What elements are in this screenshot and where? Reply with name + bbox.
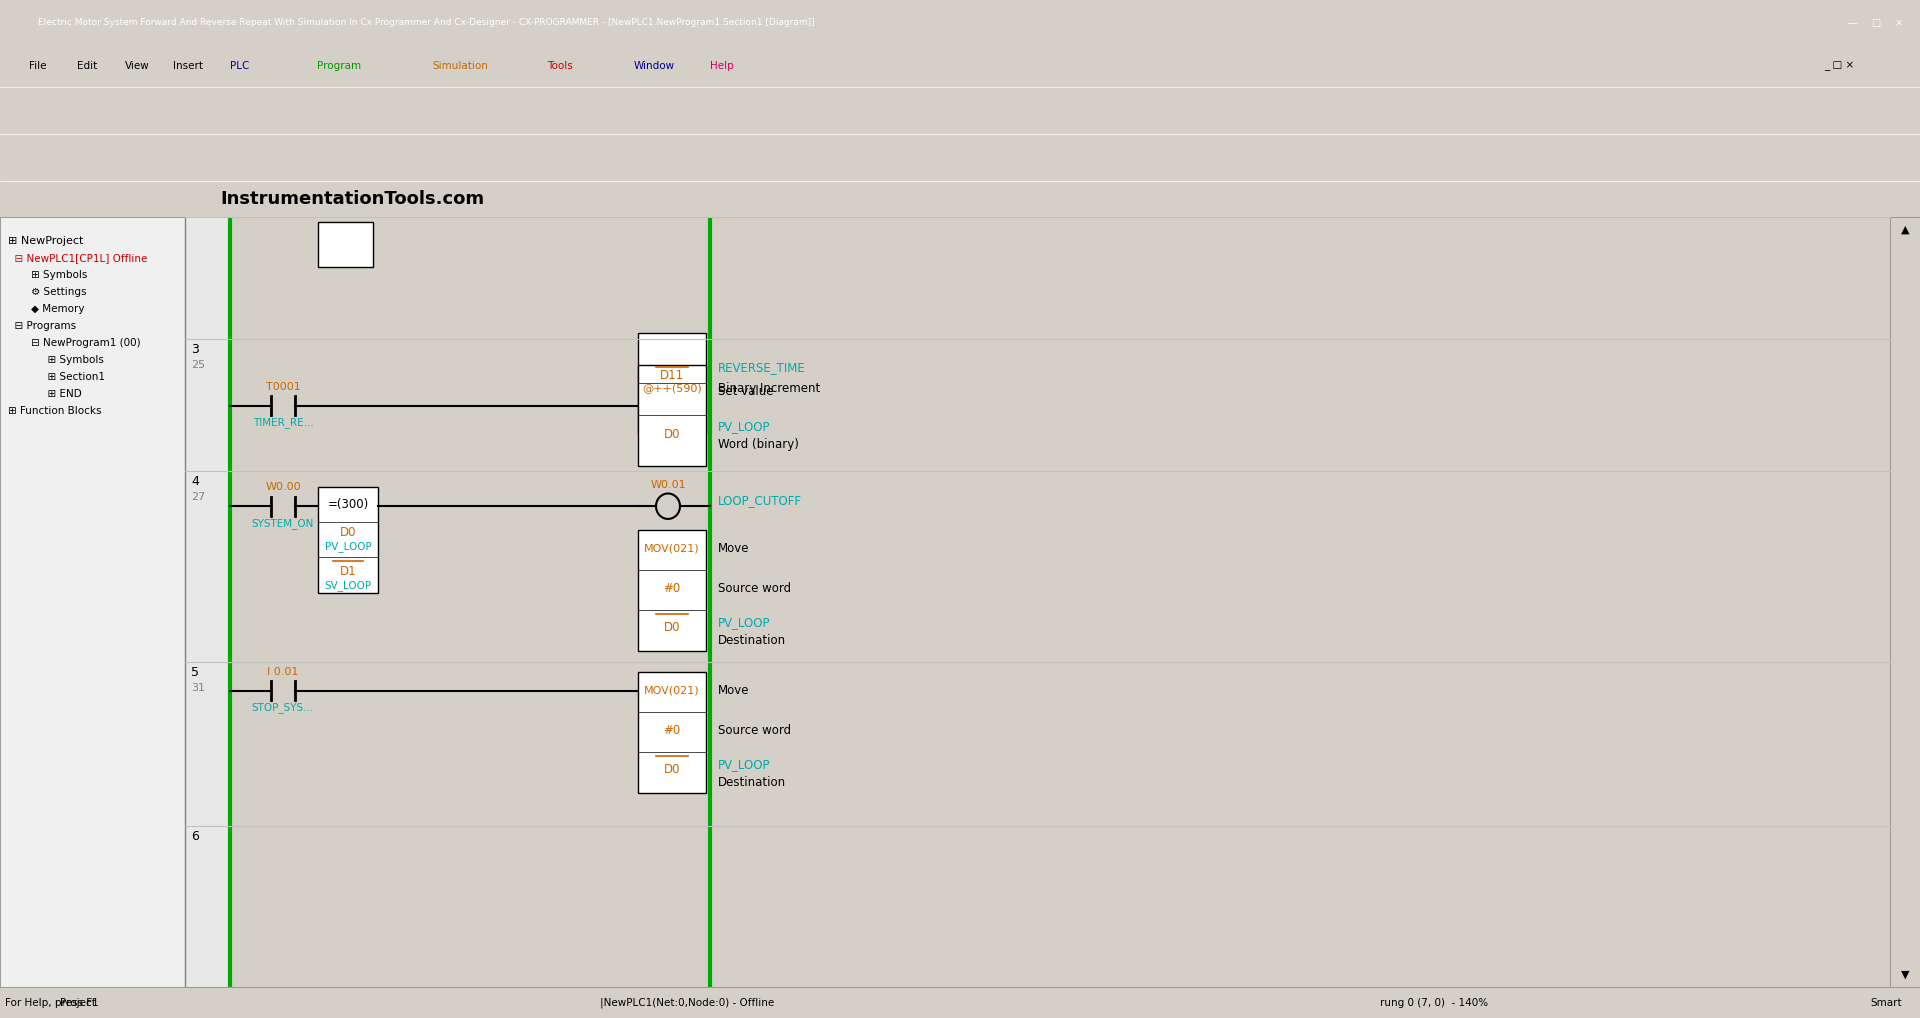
Text: 25: 25	[190, 360, 205, 370]
Text: W0.00: W0.00	[265, 483, 301, 493]
Text: Insert: Insert	[173, 61, 204, 71]
Text: Simulation: Simulation	[432, 61, 488, 71]
Text: Binary Increment: Binary Increment	[718, 382, 820, 395]
Text: Project: Project	[60, 998, 96, 1008]
Text: 5: 5	[190, 666, 200, 679]
Text: PV_LOOP: PV_LOOP	[718, 420, 770, 434]
Text: File: File	[29, 61, 46, 71]
Bar	[637, 334, 707, 434]
Text: Set value: Set value	[718, 385, 774, 398]
Text: Move: Move	[718, 684, 749, 697]
Text: LOOP_CUTOFF: LOOP_CUTOFF	[718, 495, 803, 507]
Text: #0: #0	[664, 725, 680, 737]
Text: View: View	[125, 61, 150, 71]
Text: ×: ×	[1895, 18, 1903, 27]
Text: PV_LOOP: PV_LOOP	[718, 758, 770, 772]
Text: 4: 4	[190, 475, 200, 489]
Text: ⊞ Function Blocks: ⊞ Function Blocks	[8, 405, 102, 415]
Text: Electric Motor System Forward And Reverse Repeat With Simulation In Cx Programme: Electric Motor System Forward And Revers…	[38, 18, 814, 27]
Bar	[319, 488, 378, 593]
Text: ⊟ NewProgram1 (00): ⊟ NewProgram1 (00)	[17, 338, 140, 348]
Text: SV_LOOP: SV_LOOP	[324, 580, 372, 591]
Bar	[184, 217, 230, 987]
Text: rung 0 (7, 0)  - 140%: rung 0 (7, 0) - 140%	[1380, 998, 1488, 1008]
Text: 27: 27	[190, 493, 205, 503]
Text: 6: 6	[190, 830, 200, 843]
Text: =(300): =(300)	[328, 498, 369, 511]
Text: ◆ Memory: ◆ Memory	[17, 303, 84, 314]
Text: Help: Help	[710, 61, 733, 71]
Text: Window: Window	[634, 61, 674, 71]
Text: ▲: ▲	[1901, 225, 1908, 234]
Text: _ □ ×: _ □ ×	[1824, 61, 1855, 71]
Text: D0: D0	[664, 428, 680, 441]
Text: W0.01: W0.01	[651, 480, 685, 491]
Text: ⊞ Symbols: ⊞ Symbols	[17, 270, 88, 280]
Text: For Help, press F1: For Help, press F1	[6, 998, 98, 1008]
Text: @++(590): @++(590)	[641, 384, 703, 394]
Text: MOV(021): MOV(021)	[645, 686, 699, 695]
Text: Program: Program	[317, 61, 361, 71]
Text: ▼: ▼	[1901, 970, 1908, 979]
Text: MOV(021): MOV(021)	[645, 544, 699, 554]
Text: Smart: Smart	[1870, 998, 1901, 1008]
Text: ⊟ Programs: ⊟ Programs	[8, 321, 77, 331]
Text: InstrumentationTools.com: InstrumentationTools.com	[221, 190, 486, 208]
Text: ⚙ Settings: ⚙ Settings	[17, 287, 86, 297]
Text: PV_LOOP: PV_LOOP	[324, 541, 371, 552]
Text: D0: D0	[340, 526, 357, 540]
Text: Edit: Edit	[77, 61, 98, 71]
Text: Destination: Destination	[718, 777, 785, 789]
Text: #0: #0	[664, 582, 680, 596]
Text: I 0.01: I 0.01	[267, 667, 300, 677]
Text: D11: D11	[660, 370, 684, 383]
Text: SYSTEM_ON: SYSTEM_ON	[252, 518, 315, 528]
Text: D0: D0	[664, 621, 680, 633]
Text: 31: 31	[190, 683, 205, 693]
Text: Tools: Tools	[547, 61, 572, 71]
Text: □: □	[1872, 18, 1880, 27]
Bar	[0, 217, 184, 987]
Text: PV_LOOP: PV_LOOP	[718, 616, 770, 629]
Text: Word (binary): Word (binary)	[718, 438, 799, 451]
Text: T0001: T0001	[265, 382, 300, 392]
Text: —: —	[1847, 18, 1859, 27]
Text: TIMER_RE...: TIMER_RE...	[253, 417, 313, 429]
Bar	[637, 365, 707, 466]
Text: PLC: PLC	[230, 61, 250, 71]
Text: STOP_SYS...: STOP_SYS...	[252, 702, 315, 714]
Text: D0: D0	[664, 762, 680, 776]
Text: Destination: Destination	[718, 634, 785, 647]
Text: ⊞ Symbols: ⊞ Symbols	[29, 354, 104, 364]
Bar	[1889, 217, 1920, 987]
Text: Source word: Source word	[718, 725, 791, 737]
Text: Move: Move	[718, 543, 749, 555]
Text: |NewPLC1(Net:0,Node:0) - Offline: |NewPLC1(Net:0,Node:0) - Offline	[599, 998, 774, 1008]
Text: ⊞ END: ⊞ END	[29, 389, 83, 399]
Bar	[637, 529, 707, 652]
Text: D1: D1	[340, 565, 357, 578]
Text: REVERSE_TIME: REVERSE_TIME	[718, 360, 806, 374]
Bar	[637, 672, 707, 793]
Text: Source word: Source word	[718, 582, 791, 596]
Text: 3: 3	[190, 343, 200, 356]
Text: ⊞ Section1: ⊞ Section1	[29, 372, 106, 382]
Text: ⊟ NewPLC1[CP1L] Offline: ⊟ NewPLC1[CP1L] Offline	[8, 252, 148, 263]
Bar	[319, 222, 372, 267]
Text: ⊞ NewProject: ⊞ NewProject	[8, 236, 83, 246]
